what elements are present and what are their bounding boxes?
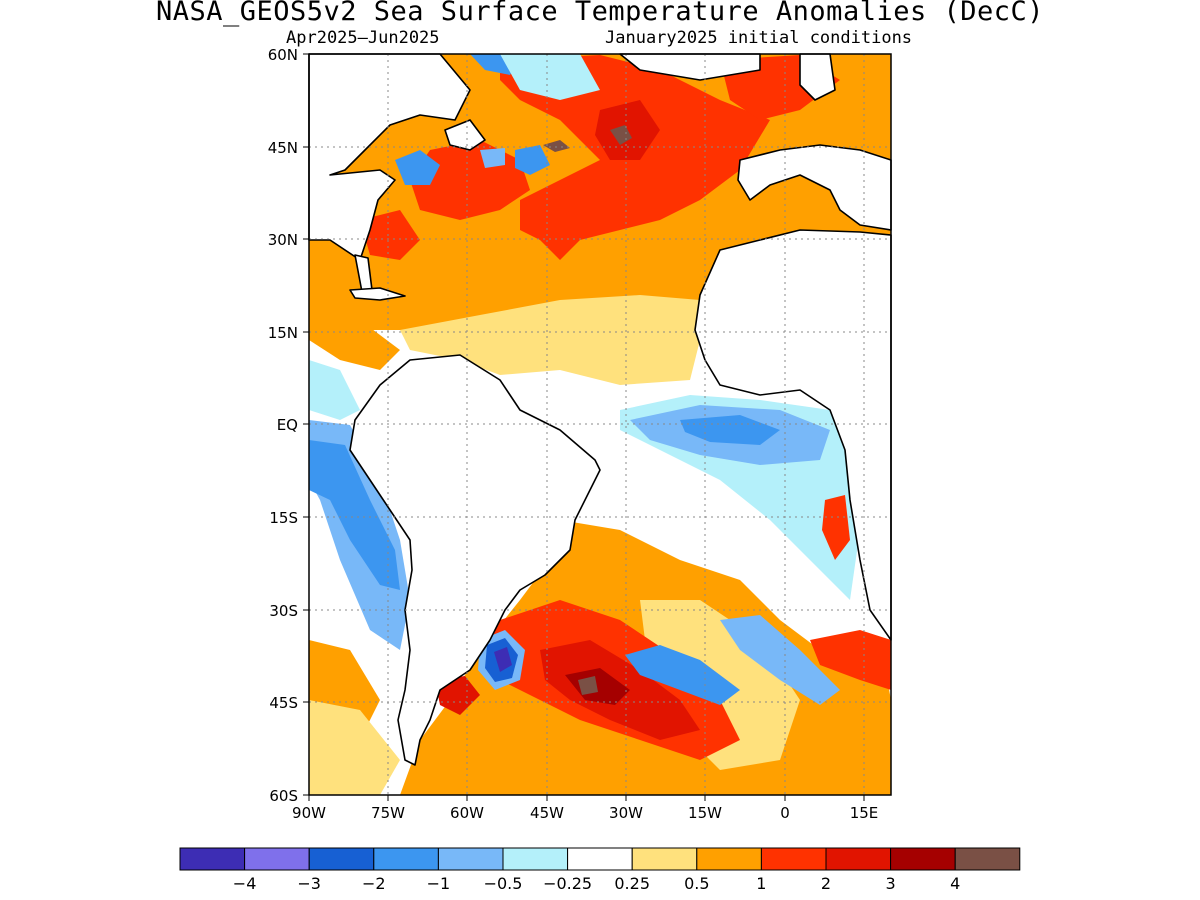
labrador-cold-light: [500, 54, 600, 100]
y-tick-15s: 15S: [269, 509, 298, 527]
y-tick-30s: 30S: [269, 602, 298, 620]
y-tick-30n: 30N: [268, 231, 298, 249]
tick-marks: [303, 53, 865, 801]
colorbar-label-11: 4: [950, 874, 960, 893]
x-tick-75w: 75W: [371, 804, 405, 822]
gulf-stream-cold-b: [515, 145, 550, 175]
equatorial-cold-tongue-neg1: [680, 415, 780, 445]
gridlines: [309, 54, 891, 795]
north-atlantic-pos4-b: [543, 140, 570, 152]
tropical-north-pos025: [400, 295, 700, 385]
chart-title: NASA_GEOS5v2 Sea Surface Temperature Ano…: [155, 0, 1045, 27]
colorbar-swatch-2: [308, 847, 375, 871]
east-pacific-warm: [309, 300, 400, 370]
x-tick-15e: 15E: [850, 804, 879, 822]
colorbar-label-5: −0.25: [543, 874, 592, 893]
colorbar-label-1: −3: [297, 874, 321, 893]
colorbar: [179, 847, 1021, 871]
forecast-period: Apr2025—Jun2025: [286, 28, 440, 48]
colorbar-swatch-3: [373, 847, 439, 871]
colorbar-swatch-5: [502, 847, 569, 871]
x-tick-60w: 60W: [450, 804, 484, 822]
colorbar-swatch-7: [631, 847, 698, 871]
land-masses: [308, 53, 892, 766]
north-america-land: [308, 53, 471, 261]
gulf-stream-cold-a: [395, 150, 440, 185]
south-atlantic-pos3: [565, 668, 630, 705]
colorbar-label-10: 3: [886, 874, 896, 893]
newfoundland-land: [444, 119, 486, 151]
colorbar-label-9: 2: [821, 874, 831, 893]
colorbar-swatch-8: [696, 847, 762, 871]
south-pacific-light: [309, 700, 400, 795]
colorbar-label-0: −4: [233, 874, 257, 893]
colorbar-swatch-6: [567, 847, 633, 871]
colorbar-swatch-12: [954, 847, 1021, 871]
y-tick-60s: 60S: [269, 787, 298, 805]
y-tick-45n: 45N: [268, 139, 298, 157]
colorbar-label-4: −0.5: [484, 874, 523, 893]
x-tick-30w: 30W: [609, 804, 643, 822]
colorbar-label-7: 0.5: [684, 874, 709, 893]
south-atlantic-cold-band: [625, 645, 740, 705]
y-tick-eq: EQ: [277, 416, 298, 434]
y-tick-45s: 45S: [269, 694, 298, 712]
cuba-land: [349, 287, 406, 301]
gulf-stream-cold-c: [480, 148, 505, 168]
benguela-warm: [822, 495, 850, 560]
confluence-cold-neg4: [494, 647, 512, 672]
x-tick-15w: 15W: [688, 804, 722, 822]
colorbar-swatch-4: [437, 847, 504, 871]
north-atlantic-pos1-c: [360, 210, 420, 260]
colorbar-swatch-10: [825, 847, 892, 871]
colorbar-label-8: 1: [756, 874, 766, 893]
agulhas-warm: [810, 630, 891, 690]
colorbar-swatch-11: [890, 847, 956, 871]
x-tick-0: 0: [780, 804, 790, 822]
y-tick-15n: 15N: [268, 324, 298, 342]
x-tick-45w: 45W: [530, 804, 564, 822]
south-america-land: [349, 354, 601, 766]
east-pacific-light-cold: [309, 360, 360, 420]
colorbar-label-3: −1: [427, 874, 451, 893]
colorbar-swatch-0: [179, 847, 246, 871]
south-atlantic-cold-band-light: [720, 615, 840, 705]
x-tick-90w: 90W: [292, 804, 326, 822]
colorbar-label-2: −2: [362, 874, 386, 893]
initial-conditions: January2025 initial conditions: [605, 28, 913, 48]
africa-land: [694, 229, 892, 641]
colorbar-swatch-9: [760, 847, 827, 871]
colorbar-swatch-1: [244, 847, 310, 871]
europe-land: [737, 144, 892, 231]
east-pacific-cold-neg1: [309, 440, 400, 590]
colorbar-label-6: 0.25: [614, 874, 650, 893]
south-atlantic-pos4: [578, 676, 598, 695]
colorbar-labels: −4 −3 −2 −1 −0.5 −0.25 0.25 0.5 1 2 3 4: [233, 874, 960, 893]
y-tick-60n: 60N: [268, 46, 298, 64]
